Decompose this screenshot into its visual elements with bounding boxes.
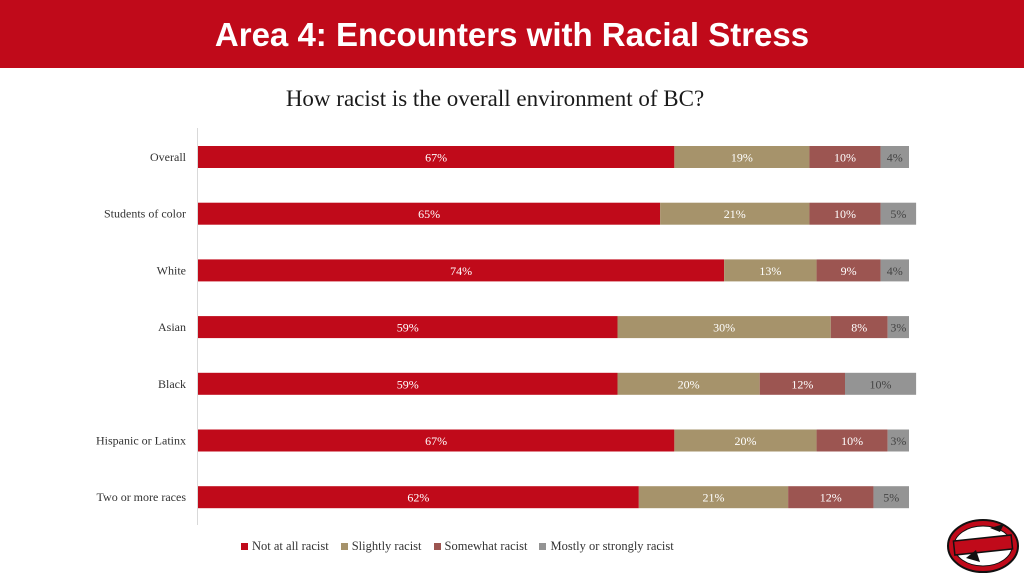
category-label: Asian <box>158 320 186 334</box>
bar-segment <box>198 486 639 509</box>
legend-label: Slightly racist <box>351 539 422 553</box>
data-label: 8% <box>851 321 867 335</box>
bar-segment <box>809 146 881 168</box>
bar-segment <box>816 259 881 282</box>
category-label: Two or more races <box>97 490 187 504</box>
data-label: 67% <box>425 434 447 448</box>
bar-segment <box>674 429 817 452</box>
header-bar: Area 4: Encounters with Racial Stress <box>0 0 1024 68</box>
data-label: 59% <box>397 321 419 335</box>
page-title: Area 4: Encounters with Racial Stress <box>214 16 810 53</box>
legend-swatch <box>539 543 547 550</box>
bar-segment <box>759 372 846 395</box>
data-label: 10% <box>834 151 856 165</box>
bar-segment <box>816 429 888 452</box>
data-label: 62% <box>407 491 429 505</box>
category-label: White <box>157 263 186 277</box>
chart-legend: Not at all racist Slightly racist Somewhat… <box>241 539 686 554</box>
bar-segment <box>674 146 810 168</box>
bar-segment <box>617 372 760 395</box>
data-label: 59% <box>397 377 419 391</box>
bar-segment <box>873 486 909 509</box>
stacked-bar-chart: Overall 67% 19% 10% 4% Students of color 65% 21… <box>96 128 917 525</box>
category-label: Black <box>158 377 186 391</box>
data-label: 4% <box>887 151 903 165</box>
data-label: 10% <box>870 377 892 391</box>
legend-label: Somewhat racist <box>444 539 528 553</box>
data-label: 67% <box>425 151 447 165</box>
legend-label: Mostly or strongly racist <box>550 539 674 553</box>
bar-segment <box>880 259 909 282</box>
bar-segment <box>198 372 618 395</box>
bar-segment <box>724 259 817 282</box>
legend-swatch <box>340 543 348 550</box>
data-label: 3% <box>890 434 906 448</box>
legend-label: Not at all racist <box>252 539 329 553</box>
legend-swatch <box>433 543 441 550</box>
data-label: 30% <box>713 321 735 335</box>
bar-segment <box>830 316 888 339</box>
bar-segment <box>887 429 909 452</box>
category-label: Overall <box>150 150 187 164</box>
legend-item: Mostly or strongly racist <box>539 539 674 554</box>
bar-segment <box>198 259 725 282</box>
data-label: 10% <box>841 434 863 448</box>
data-label: 9% <box>841 264 857 278</box>
data-label: 21% <box>724 207 746 221</box>
data-label: 74% <box>450 264 472 278</box>
bar-segment <box>638 486 789 509</box>
bar-segment <box>880 202 917 225</box>
bar-segment <box>198 429 675 452</box>
legend-item: Not at all racist <box>241 539 329 554</box>
category-label: Students of color <box>104 207 186 221</box>
data-label: 12% <box>820 491 842 505</box>
chart-title: How racist is the overall environment of… <box>285 86 705 111</box>
data-label: 65% <box>418 207 440 221</box>
bar-segment <box>617 316 831 339</box>
legend-item: Somewhat racist <box>433 539 528 554</box>
data-label: 5% <box>890 207 906 221</box>
data-label: 19% <box>731 151 753 165</box>
data-label: 13% <box>759 264 781 278</box>
bar-segment <box>660 202 810 225</box>
bar-segment <box>887 316 909 339</box>
data-label: 10% <box>834 207 856 221</box>
bar-segment <box>198 146 675 168</box>
data-label: 20% <box>734 434 756 448</box>
bar-segment <box>809 202 881 225</box>
bar-segment <box>198 202 661 225</box>
bar-segment <box>880 146 909 168</box>
data-label: 3% <box>890 321 906 335</box>
bar-segment <box>788 486 874 509</box>
data-label: 21% <box>702 491 724 505</box>
bar-segment <box>198 316 618 339</box>
data-label: 20% <box>678 377 700 391</box>
data-label: 12% <box>791 377 813 391</box>
data-label: 5% <box>883 491 899 505</box>
data-label: 4% <box>887 264 903 278</box>
legend-item: Slightly racist <box>340 539 422 554</box>
category-label: Hispanic or Latinx <box>96 434 186 448</box>
bar-segment <box>845 372 917 395</box>
legend-swatch <box>241 543 248 550</box>
renegades-logo <box>947 519 1019 573</box>
